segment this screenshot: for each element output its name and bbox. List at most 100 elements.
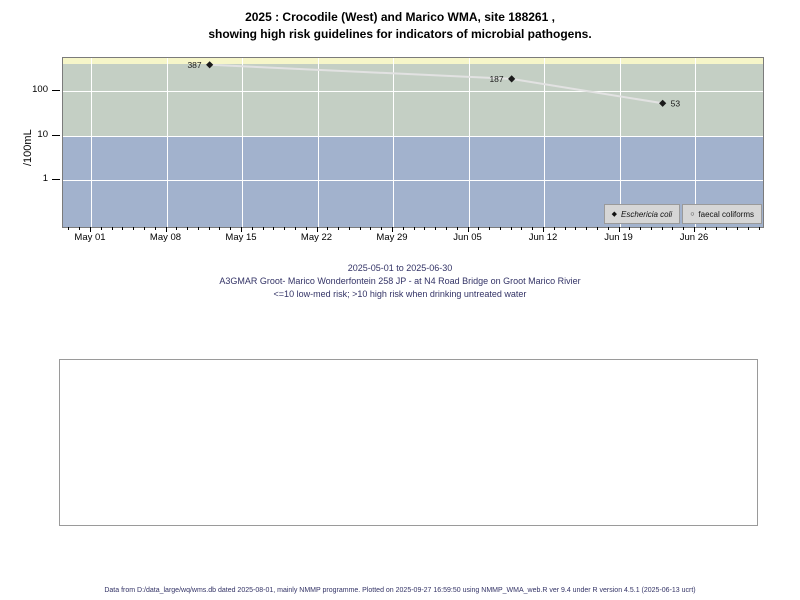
y-axis-tick (52, 90, 60, 91)
x-axis-tick-label: Jun 19 (604, 232, 633, 243)
x-axis-minor-tick (607, 227, 609, 230)
x-axis-minor-tick (273, 227, 275, 230)
data-point-marker (206, 61, 214, 69)
x-axis-minor-tick (402, 227, 404, 230)
x-axis-minor-tick (640, 227, 642, 230)
risk-band-upper-band (63, 58, 763, 65)
x-axis-minor-tick (294, 227, 296, 230)
x-axis-major-tick (316, 227, 318, 232)
x-axis-minor-tick (586, 227, 588, 230)
y-axis-tick-label: 10 (37, 128, 48, 140)
x-axis-minor-tick (445, 227, 447, 230)
x-axis-minor-tick (489, 227, 491, 230)
x-axis-tick-label: May 08 (149, 232, 182, 243)
caption: 2025-05-01 to 2025-06-30 A3GMAR Groot- M… (0, 262, 800, 301)
x-axis-minor-tick (122, 227, 124, 230)
legend-item-eschericia-coli: ◆ Eschericia coli (603, 204, 681, 224)
x-axis-tick-label: May 01 (74, 232, 106, 243)
x-axis-tick-label: Jun 05 (453, 232, 482, 243)
y-axis-tick (52, 179, 60, 181)
x-axis-minor-tick (672, 227, 674, 230)
x-axis-major-tick (467, 227, 469, 232)
x-axis-minor-tick (456, 227, 458, 230)
chart-title-line1: 2025 : Crocodile (West) and Marico WMA, … (245, 10, 555, 24)
x-axis-minor-tick (176, 227, 178, 230)
x-axis-minor-tick (424, 227, 426, 230)
series-line-eschericia-coli (209, 63, 663, 105)
x-axis-minor-tick (111, 227, 113, 230)
legend: ◆ Eschericia coli ○ faecal coliforms (603, 204, 762, 224)
x-axis-minor-tick (726, 227, 728, 230)
x-axis-minor-tick (338, 227, 340, 230)
filled-diamond-icon: ◆ (611, 210, 618, 218)
chart-title-line2: showing high risk guidelines for indicat… (208, 27, 592, 41)
x-axis-major-tick (543, 227, 544, 232)
x-axis-minor-tick (564, 227, 566, 230)
chart-title: 2025 : Crocodile (West) and Marico WMA, … (0, 9, 800, 43)
x-axis-minor-tick (262, 227, 264, 230)
gridline-horizontal (63, 180, 763, 182)
x-axis-major-tick (165, 227, 167, 232)
x-axis-minor-tick (187, 227, 189, 230)
x-axis-minor-tick (499, 227, 501, 230)
gridline-horizontal (63, 91, 763, 92)
x-axis-minor-tick (747, 227, 749, 230)
gridline-horizontal (63, 135, 763, 137)
x-axis-tick-label: May 29 (376, 232, 408, 243)
gridline-vertical (544, 58, 545, 227)
x-axis-minor-tick (133, 227, 135, 230)
x-axis-minor-tick (370, 227, 372, 230)
x-axis-minor-tick (68, 227, 70, 230)
gridline-vertical (468, 58, 470, 227)
legend-label-eschericia-coli: Eschericia coli (621, 209, 673, 219)
x-axis-minor-tick (219, 227, 221, 230)
data-point-marker (508, 75, 516, 83)
x-axis-tick-label: May 22 (300, 232, 333, 243)
x-axis-minor-tick (521, 227, 523, 230)
x-axis-tick-label: Jun 12 (528, 232, 558, 243)
x-axis-minor-tick (510, 227, 512, 230)
data-point-marker (659, 99, 667, 107)
data-point-label: 53 (671, 98, 681, 108)
x-axis-minor-tick (251, 227, 253, 230)
x-axis-minor-tick (683, 227, 685, 230)
x-axis-major-tick (241, 227, 242, 232)
gridline-vertical (242, 58, 243, 227)
gridline-vertical (166, 58, 168, 227)
x-axis-minor-tick (284, 227, 286, 230)
x-axis-minor-tick (435, 227, 437, 230)
x-axis-minor-tick (348, 227, 350, 230)
x-axis-tick-label: May 15 (225, 232, 257, 243)
x-axis-minor-tick (381, 227, 383, 230)
x-axis-minor-tick (197, 227, 199, 230)
x-axis-minor-tick (154, 227, 156, 230)
footer-text: Data from D:/data_large/wq/wms.db dated … (104, 587, 696, 594)
x-axis-minor-tick (704, 227, 706, 230)
data-series-layer: 387 187 53 (187, 60, 681, 109)
x-axis-minor-tick (478, 227, 480, 230)
gridline-vertical (393, 58, 394, 227)
x-axis-minor-tick (143, 227, 145, 230)
plot-area: 387 187 53 ◆ Eschericia coli ○ faecal coli… (62, 57, 764, 228)
x-axis-minor-tick (208, 227, 210, 230)
x-axis-minor-tick (79, 227, 81, 230)
caption-site-description: A3GMAR Groot- Marico Wonderfontein 258 J… (219, 276, 581, 286)
x-axis-minor-tick (230, 227, 232, 230)
x-axis-minor-tick (629, 227, 631, 230)
x-axis-major-tick (694, 227, 696, 232)
data-point-label: 187 (489, 74, 503, 84)
open-circle-icon: ○ (690, 210, 695, 218)
x-axis-minor-tick (661, 227, 663, 230)
caption-date-range: 2025-05-01 to 2025-06-30 (347, 263, 453, 273)
x-axis-minor-tick (650, 227, 652, 230)
x-axis-minor-tick (553, 227, 555, 230)
x-axis-minor-tick (575, 227, 577, 230)
data-point-label: 387 (187, 60, 201, 70)
x-axis-minor-tick (100, 227, 102, 230)
gridline-vertical (317, 58, 319, 227)
x-axis-minor-tick (596, 227, 598, 230)
gridline-vertical (695, 58, 697, 227)
empty-panel (59, 359, 758, 526)
x-axis-minor-tick (715, 227, 717, 230)
